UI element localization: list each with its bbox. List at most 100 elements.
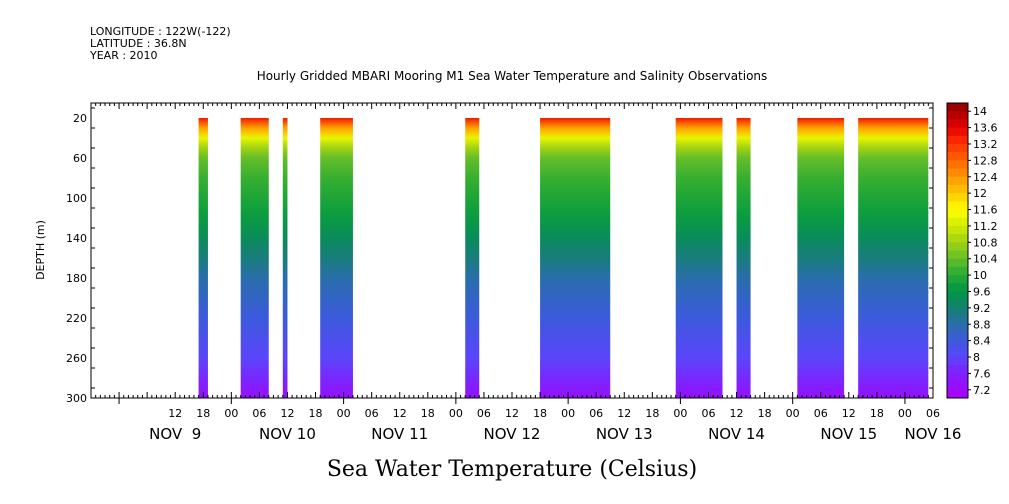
colorbar-swatch [947,103,968,112]
x-tick-label: 12 [617,407,631,420]
x-tick-label: 18 [533,407,547,420]
colorbar-swatch [947,127,968,137]
x-axis-day-labels: NOV 9 NOV 10 NOV 11 NOV 12 NOV 13 NOV 14 NOV 1… [149,425,961,443]
x-tick-label: 06 [252,407,266,420]
colorbar-swatch [947,340,968,350]
x-tick-label: 18 [309,407,323,420]
x-tick-label: 00 [673,407,687,420]
colorbar-swatch [947,307,968,317]
y-tick-label: 100 [66,192,87,205]
x-day-label: NOV 9 [149,425,201,443]
colorbar-swatch [947,152,968,161]
colorbar-swatch [947,299,968,309]
colorbar-label: 8 [973,351,980,364]
colorbar-swatch [947,266,968,276]
colorbar-label: 12 [973,187,987,200]
colorbar-swatch [947,250,968,260]
y-axis-ticks: 20 60 100 140 180 220 260 300 [66,107,933,405]
data-segment [675,118,723,398]
colorbar-swatch [947,234,968,243]
colorbar-label: 12.8 [973,154,998,167]
colorbar-swatch [947,242,968,251]
x-tick-label: 00 [224,407,238,420]
colorbar-swatch [947,348,968,358]
colorbar: 14 13.6 13.2 12.8 12.4 12 11.6 11.2 10.8 10.4 10 9.… [946,102,998,399]
colorbar-swatch [947,160,968,170]
data-segments [198,118,929,398]
data-segment [465,118,480,398]
x-tick-label: 06 [814,407,828,420]
colorbar-swatch [947,119,968,129]
chart-title: Hourly Gridded MBARI Mooring M1 Sea Wate… [257,69,768,83]
x-tick-label: 00 [449,407,463,420]
y-axis-label: DEPTH (m) [34,220,47,280]
colorbar-swatch [947,258,968,268]
colorbar-label: 10 [973,269,987,282]
x-tick-label: 12 [842,407,856,420]
colorbar-label: 8.4 [973,335,991,348]
colorbar-swatch [947,357,968,366]
latitude-label: LATITUDE : 36.8N [90,37,187,50]
colorbar-label: 9.6 [973,285,991,298]
x-tick-label: 12 [393,407,407,420]
colorbar-label: 7.6 [973,367,991,380]
colorbar-label: 12.4 [973,171,998,184]
data-segment [858,118,929,398]
colorbar-label: 10.8 [973,236,998,249]
colorbar-swatch [947,381,968,391]
colorbar-swatch [947,111,968,120]
colorbar-swatch [947,168,968,178]
colorbar-label: 9.2 [973,302,991,315]
x-tick-label: 12 [168,407,182,420]
data-segment [797,118,845,398]
data-segment [240,118,269,398]
x-axis-ticks: 12 18 00 06 12 18 00 06 12 18 00 06 12 18 00 06 12 18 00 06… [90,103,940,420]
longitude-label: LONGITUDE : 122W(-122) [90,25,231,38]
colorbar-swatch [947,225,968,235]
x-tick-label: 06 [589,407,603,420]
x-tick-label: 06 [926,407,940,420]
x-day-label: NOV 13 [596,425,653,443]
colorbar-label: 8.8 [973,318,991,331]
y-tick-label: 60 [73,152,87,165]
y-tick-label: 260 [66,352,87,365]
colorbar-label: 11.2 [973,220,998,233]
x-tick-label: 18 [196,407,210,420]
x-tick-label: 18 [645,407,659,420]
data-segment [736,118,751,398]
colorbar-swatch [947,291,968,301]
x-day-label: NOV 11 [371,425,428,443]
plot-background [91,103,933,398]
colorbar-label: 14 [973,105,987,118]
x-tick-label: 18 [421,407,435,420]
y-tick-label: 220 [66,312,87,325]
x-tick-label: 12 [280,407,294,420]
y-tick-label: 300 [66,392,87,405]
x-tick-label: 06 [365,407,379,420]
colorbar-swatch [947,373,968,383]
colorbar-swatch [947,135,968,145]
colorbar-swatch [947,193,968,202]
x-tick-label: 06 [701,407,715,420]
x-day-label: NOV 16 [905,425,962,443]
x-day-label: NOV 12 [484,425,541,443]
colorbar-swatch [947,332,968,342]
x-tick-label: 00 [561,407,575,420]
y-tick-label: 140 [66,232,87,245]
year-label: YEAR : 2010 [89,49,158,62]
data-segment [540,118,611,398]
x-tick-label: 12 [730,407,744,420]
x-day-label: NOV 10 [259,425,316,443]
colorbar-swatch [947,283,968,292]
x-tick-label: 12 [505,407,519,420]
x-day-label: NOV 15 [820,425,877,443]
colorbar-swatch [947,176,968,186]
x-tick-label: 00 [337,407,351,420]
y-tick-label: 20 [73,112,87,125]
data-segment [282,118,288,398]
colorbar-label: 13.2 [973,138,998,151]
colorbar-swatch [947,275,968,284]
x-tick-label: 00 [786,407,800,420]
data-segment [198,118,208,398]
colorbar-label: 7.2 [973,384,991,397]
